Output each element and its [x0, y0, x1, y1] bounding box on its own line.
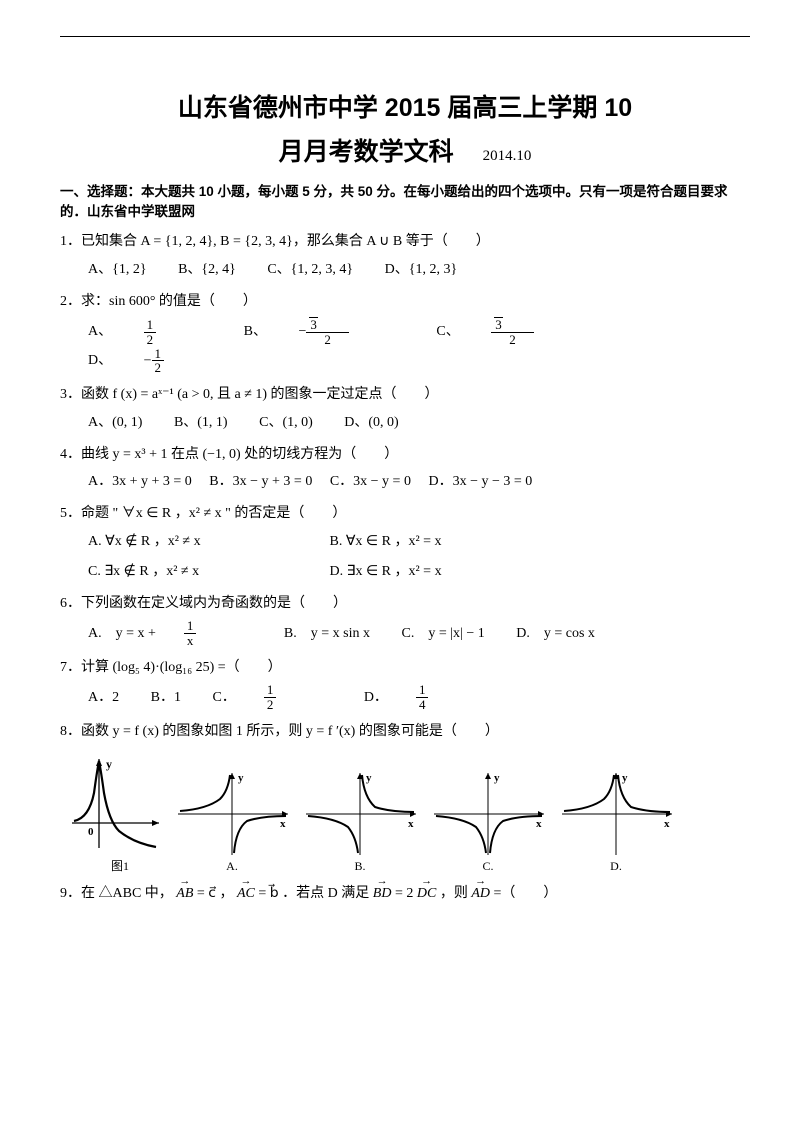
q6-opt-d: D. y = cos x	[516, 622, 595, 646]
question-3-options: A、(0, 1) B、(1, 1) C、(1, 0) D、(0, 0)	[88, 411, 750, 435]
svg-text:x: x	[664, 818, 670, 830]
q1-opt-c: C、{1, 2, 3, 4}	[267, 258, 353, 282]
q2-opt-b: B、 −32	[244, 317, 405, 346]
svg-text:x: x	[280, 818, 286, 830]
figure-1: 0 y 图1	[64, 753, 164, 874]
question-9: 9．在 △ABC 中， AB = c⃗ ， AC = b⃗ ．若点 D 满足 B…	[60, 882, 750, 906]
svg-text:y: y	[106, 757, 112, 771]
q6-opt-b: B. y = x sin x	[284, 622, 370, 646]
q2-opt-c: C、 32	[436, 317, 589, 346]
q1-opt-d: D、{1, 2, 3}	[385, 258, 458, 282]
question-4: 4．曲线 y = x³ + 1 在点 (−1, 0) 处的切线方程为（ ）	[60, 443, 750, 467]
question-6-options: A. y = x + 1x B. y = x sin x C. y = |x| …	[88, 619, 750, 647]
q4-opt-c: C．3x − y = 0	[330, 470, 411, 494]
doc-date: 2014.10	[483, 148, 532, 164]
svg-text:y: y	[494, 772, 500, 784]
question-8: 8．函数 y = f (x) 的图象如图 1 所示，则 y = f ′(x) 的…	[60, 720, 750, 744]
question-4-options: A．3x + y + 3 = 0 B．3x − y + 3 = 0 C．3x −…	[88, 470, 750, 494]
q3-opt-a: A、(0, 1)	[88, 411, 142, 435]
page-top-rule	[60, 36, 750, 37]
title-text: 月月考数学文科	[279, 138, 454, 166]
chart-c: x y C.	[428, 769, 548, 874]
question-5-options: A. ∀x ∉ R ，x² ≠ x B. ∀x ∈ R ，x² = x C. ∃…	[88, 530, 750, 584]
question-2: 2．求：sin 600° 的值是（ ）	[60, 290, 750, 314]
q3-opt-d: D、(0, 0)	[344, 411, 398, 435]
q6-opt-c: C. y = |x| − 1	[401, 622, 484, 646]
question-5: 5．命题 " ∀x ∈ R ，x² ≠ x " 的否定是（ ）	[60, 502, 750, 526]
q3-opt-b: B、(1, 1)	[174, 411, 228, 435]
q2-opt-a: A、 12	[88, 318, 212, 346]
q7-opt-c: C．12	[212, 683, 332, 711]
chart-d-label: D.	[556, 859, 676, 874]
question-1: 1．已知集合 A = {1, 2, 4}, B = {2, 3, 4}，那么集合…	[60, 230, 750, 254]
section-heading: 一、选择题：本大题共 10 小题，每小题 5 分，共 50 分。在每小题给出的四…	[60, 182, 750, 223]
q5-opt-d: D. ∃x ∈ R ，x² = x	[330, 560, 442, 584]
svg-text:x: x	[536, 818, 542, 830]
q4-opt-b: B．3x − y + 3 = 0	[209, 470, 312, 494]
q5-opt-b: B. ∀x ∈ R ，x² = x	[330, 530, 442, 554]
q1-opt-a: A、{1, 2}	[88, 258, 147, 282]
q5-opt-c: C. ∃x ∉ R ，x² ≠ x	[88, 560, 298, 584]
doc-title-line1: 山东省德州市中学 2015 届高三上学期 10	[60, 90, 750, 128]
question-6: 6．下列函数在定义域内为奇函数的是（ ）	[60, 592, 750, 616]
q6-opt-a: A. y = x + 1x	[88, 619, 252, 647]
chart-b: x y B.	[300, 769, 420, 874]
q1-opt-b: B、{2, 4}	[178, 258, 236, 282]
q4-opt-a: A．3x + y + 3 = 0	[88, 470, 192, 494]
chart-d: x y D.	[556, 769, 676, 874]
q7-opt-b: B．1	[151, 686, 181, 710]
q4-opt-d: D．3x − y − 3 = 0	[428, 470, 532, 494]
svg-text:y: y	[366, 772, 372, 784]
svg-text:x: x	[408, 818, 414, 830]
q7-opt-d: D．14	[364, 683, 485, 711]
q5-opt-a: A. ∀x ∉ R ，x² ≠ x	[88, 530, 298, 554]
figure-row: 0 y 图1 x y A. x y B.	[64, 753, 750, 874]
doc-title-line2: 月月考数学文科 2014.10	[60, 132, 750, 168]
q2-opt-d: D、 −12	[88, 347, 220, 375]
question-2-options: A、 12 B、 −32 C、 32 D、 −12	[88, 317, 750, 375]
chart-b-label: B.	[300, 859, 420, 874]
question-7: 7．计算 (log₅ 4)·(log₁₆ 25) =（ ）	[60, 656, 750, 680]
question-7-options: A．2 B．1 C．12 D．14	[88, 683, 750, 711]
q3-opt-c: C、(1, 0)	[259, 411, 313, 435]
figure-1-caption: 图1	[76, 857, 164, 874]
svg-text:0: 0	[88, 826, 94, 838]
svg-text:y: y	[238, 772, 244, 784]
q7-opt-a: A．2	[88, 686, 119, 710]
question-3: 3．函数 f (x) = aˣ⁻¹ (a > 0, 且 a ≠ 1) 的图象一定…	[60, 383, 750, 407]
question-1-options: A、{1, 2} B、{2, 4} C、{1, 2, 3, 4} D、{1, 2…	[88, 258, 750, 282]
chart-a: x y A.	[172, 769, 292, 874]
svg-text:y: y	[622, 772, 628, 784]
